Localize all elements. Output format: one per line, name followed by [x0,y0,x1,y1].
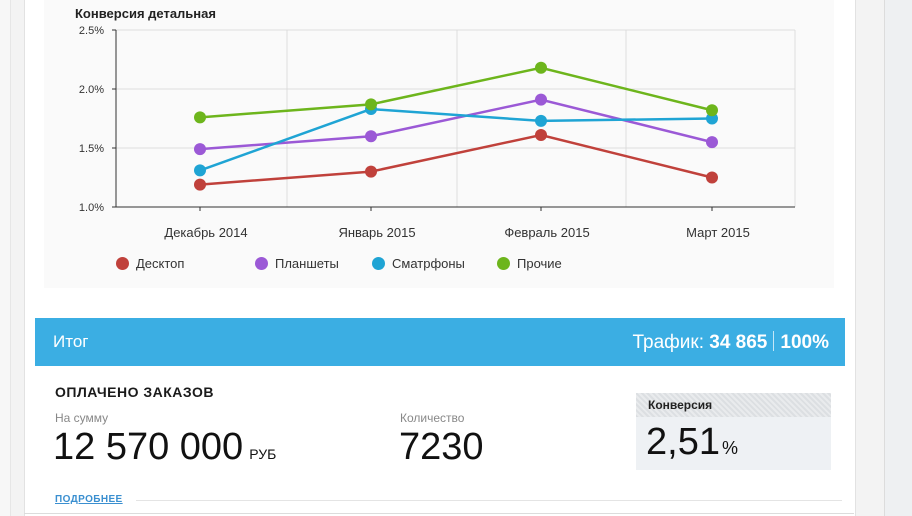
legend-dot [497,257,510,270]
traffic-value: 34 865 [709,332,768,353]
y-tick-label: 2.0% [79,84,104,96]
series-line [199,133,713,186]
data-point [706,104,718,117]
count-label: Количество [400,411,465,425]
legend-dot [255,257,268,270]
legend-dot [372,257,385,270]
bottom-divider [24,513,854,514]
series-line [199,107,713,172]
legend-item[interactable]: Прочие [497,256,562,271]
conversion-value: 2,51 [646,421,720,463]
data-point [194,111,206,124]
x-tick-label: Январь 2015 [338,225,415,240]
data-point [365,130,377,143]
left-edge [0,0,11,516]
x-tick-label: Декабрь 2014 [164,225,247,240]
x-tick-label: Март 2015 [686,225,750,240]
summary-title: Итог [53,332,89,351]
sum-value-group: 12 570 000 РУБ [53,426,276,469]
y-tick-label: 2.5% [79,25,104,37]
sum-label: На сумму [55,411,109,425]
chart-legend: Десктоп Планшеты Сматрфоны Прочие [0,256,912,276]
traffic-percent: 100% [780,332,829,353]
chart-area [44,0,834,288]
conversion-line-chart: 1.0% 1.5% 2.0% 2.5% Декабрь 2014 Январь 2015 Ф… [79,25,796,240]
sum-value: 12 570 000 [53,426,244,468]
currency-label: РУБ [249,446,277,462]
data-point [706,112,718,125]
data-point [535,114,547,127]
legend-label: Десктоп [136,256,185,271]
conversion-box: Конверсия 2,51% [636,393,831,470]
x-tick-label: Февраль 2015 [504,225,589,240]
data-point [535,93,547,106]
legend-item[interactable]: Сматрфоны [372,256,465,271]
chart-title: Конверсия детальная [75,6,216,21]
series-line [199,66,713,119]
conversion-value-group: 2,51% [646,421,738,464]
data-point [706,136,718,149]
traffic-label: Трафик: [632,332,704,353]
right-scroll-rail [884,0,912,516]
legend-item[interactable]: Планшеты [255,256,339,271]
traffic-summary: Трафик: 34 865 100% [632,331,829,354]
more-details-link[interactable]: ПОДРОБНЕЕ [55,494,123,505]
data-point [194,143,206,156]
y-tick-label: 1.0% [79,202,104,214]
data-point [194,178,206,191]
data-point [706,171,718,184]
data-point [535,129,547,142]
legend-dot [116,257,129,270]
conversion-unit: % [721,438,738,458]
count-value: 7230 [399,426,484,468]
orders-title: ОПЛАЧЕНО ЗАКАЗОВ [55,384,215,400]
y-tick-label: 1.5% [79,143,104,155]
traffic-separator [773,331,775,351]
data-point [194,164,206,177]
legend-label: Сматрфоны [392,256,465,271]
conversion-label: Конверсия [636,393,831,417]
summary-bar: Итог Трафик: 34 865 100% [35,318,845,366]
divider [136,500,842,501]
data-point [365,98,377,111]
legend-label: Планшеты [275,256,339,271]
data-point [365,165,377,178]
legend-label: Прочие [517,256,562,271]
data-point [535,61,547,74]
legend-item[interactable]: Десктоп [116,256,184,271]
